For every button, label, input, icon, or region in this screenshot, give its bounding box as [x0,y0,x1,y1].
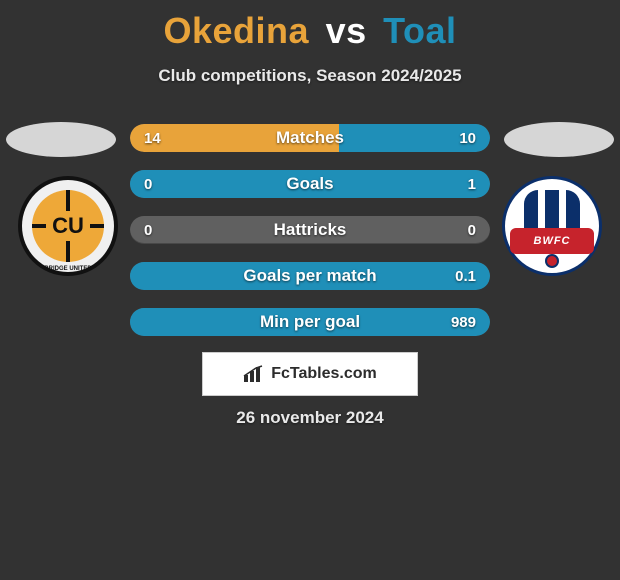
player2-name: Toal [383,10,456,51]
crest-left-abbr: CU [46,211,90,241]
player1-club-crest: CU BRIDGE UNITED [18,176,118,276]
stat-bar: 0.1Goals per match [130,262,490,290]
vs-text: vs [326,10,367,51]
player2-club-crest: BWFC [502,176,602,276]
stat-bar: 01Goals [130,170,490,198]
brand-text: FcTables.com [271,365,377,383]
stat-bar: 989Min per goal [130,308,490,336]
player2-avatar [504,122,614,157]
stat-label: Hattricks [130,216,490,244]
stat-label: Min per goal [130,308,490,336]
stat-label: Goals per match [130,262,490,290]
player1-name: Okedina [164,10,310,51]
brand-box: FcTables.com [202,352,418,396]
stat-bar: 00Hattricks [130,216,490,244]
stats-bars: 1410Matches 01Goals 00Hattricks 0.1Goals pe… [130,124,490,354]
subtitle: Club competitions, Season 2024/2025 [0,66,620,86]
date-text: 26 november 2024 [0,408,620,428]
stat-bar: 1410Matches [130,124,490,152]
bar-chart-icon [243,365,265,383]
crest-right-abbr: BWFC [534,235,571,247]
comparison-title: Okedina vs Toal [0,0,620,52]
stat-label: Goals [130,170,490,198]
crest-left-ring-text: BRIDGE UNITED [18,266,118,272]
player1-avatar [6,122,116,157]
stat-label: Matches [130,124,490,152]
